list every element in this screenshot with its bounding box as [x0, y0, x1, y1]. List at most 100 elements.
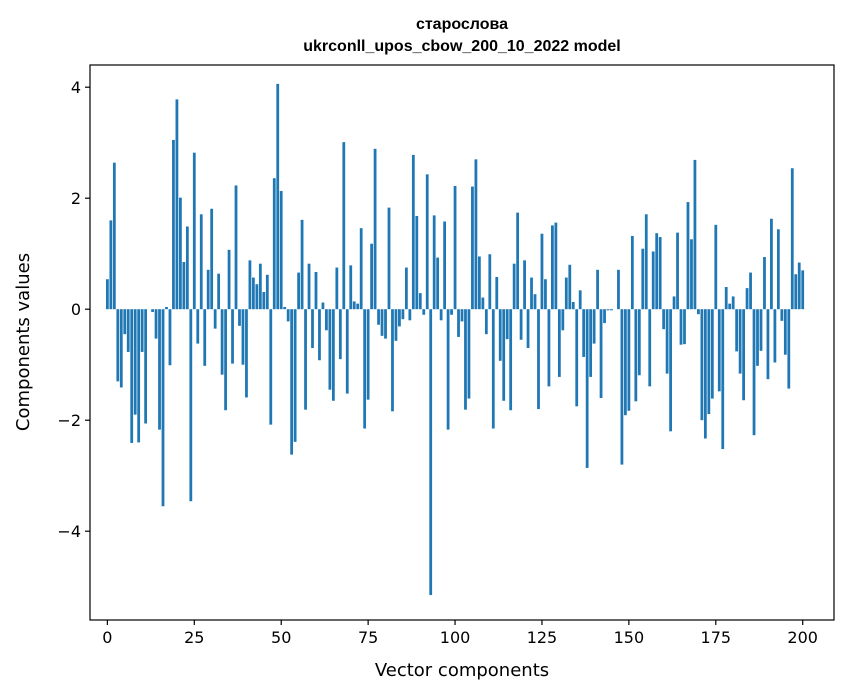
bar-11 — [144, 309, 148, 424]
bar-31 — [213, 309, 217, 329]
bar-110 — [488, 254, 492, 310]
bar-58 — [307, 263, 311, 310]
bar-44 — [258, 263, 262, 310]
bar-148 — [620, 309, 624, 465]
bar-96 — [439, 309, 443, 321]
bar-64 — [328, 309, 332, 390]
bar-47 — [269, 309, 273, 425]
bar-50 — [279, 190, 283, 310]
bar-33 — [220, 309, 224, 375]
bar-81 — [387, 207, 391, 310]
bar-74 — [363, 309, 367, 429]
bar-137 — [582, 309, 586, 357]
bar-22 — [182, 262, 186, 310]
bar-182 — [738, 309, 742, 374]
x-tick-label: 200 — [787, 628, 818, 647]
bar-134 — [571, 301, 575, 310]
bar-1 — [109, 220, 113, 310]
bar-30 — [210, 208, 214, 310]
bar-104 — [467, 309, 471, 399]
bar-111 — [491, 309, 495, 429]
bar-90 — [418, 293, 422, 310]
bar-161 — [665, 309, 669, 374]
bar-27 — [199, 214, 203, 310]
bar-109 — [484, 309, 488, 335]
bar-54 — [293, 309, 297, 442]
chart-title-line1: старослова — [416, 16, 508, 33]
bar-107 — [477, 256, 481, 310]
bar-173 — [707, 309, 711, 415]
x-tick-label: 25 — [184, 628, 204, 647]
bar-159 — [658, 237, 662, 310]
bar-100 — [453, 185, 457, 310]
bar-34 — [224, 309, 227, 411]
bar-86 — [404, 267, 408, 310]
bar-190 — [766, 309, 770, 380]
bar-95 — [436, 257, 440, 310]
bar-91 — [422, 309, 426, 315]
bar-32 — [217, 273, 221, 310]
plot-area-frame — [89, 64, 835, 621]
bar-200 — [801, 270, 805, 310]
bar-156 — [648, 309, 652, 387]
bar-18 — [168, 309, 172, 366]
bar-78 — [377, 309, 380, 325]
bar-139 — [589, 309, 593, 377]
bar-8 — [133, 309, 137, 415]
bar-138 — [585, 309, 589, 468]
bar-57 — [304, 309, 307, 410]
bar-179 — [728, 303, 732, 310]
bar-167 — [686, 202, 690, 310]
bar-168 — [690, 239, 693, 310]
bar-21 — [179, 197, 182, 310]
bar-6 — [126, 309, 130, 352]
bar-177 — [721, 309, 725, 450]
bar-4 — [119, 309, 123, 388]
bar-180 — [731, 296, 735, 310]
bar-56 — [300, 219, 304, 310]
bar-14 — [154, 309, 158, 339]
bar-45 — [262, 292, 266, 310]
bar-106 — [474, 159, 478, 310]
bar-99 — [450, 309, 453, 315]
bar-125 — [540, 233, 544, 310]
bar-192 — [773, 309, 777, 363]
bar-126 — [544, 279, 547, 310]
bar-62 — [321, 302, 325, 310]
bar-184 — [745, 288, 749, 310]
bar-174 — [710, 309, 714, 399]
x-axis-label: Vector components — [375, 660, 549, 681]
bar-80 — [384, 309, 387, 339]
bar-10 — [140, 309, 144, 352]
bar-46 — [265, 274, 269, 310]
bar-24 — [189, 309, 193, 502]
bar-143 — [603, 309, 606, 324]
bar-48 — [272, 178, 276, 310]
bar-127 — [547, 309, 551, 387]
chart-title-line2: ukrconll_upos_cbow_200_10_2022 model — [303, 38, 620, 55]
bar-112 — [495, 277, 499, 310]
x-tick-label: 100 — [440, 628, 471, 647]
bar-197 — [790, 168, 794, 310]
bar-43 — [255, 284, 259, 310]
bar-150 — [627, 309, 631, 411]
bar-176 — [717, 309, 721, 392]
bar-175 — [714, 224, 718, 310]
bar-89 — [415, 215, 419, 310]
bar-16 — [161, 309, 165, 507]
bar-114 — [502, 309, 506, 401]
bar-108 — [481, 297, 485, 310]
bar-98 — [446, 309, 450, 430]
bar-71 — [352, 301, 356, 310]
bar-199 — [797, 262, 801, 310]
bar-15 — [158, 309, 161, 430]
bar-186 — [752, 309, 756, 436]
bar-149 — [624, 309, 627, 416]
bar-92 — [425, 174, 429, 310]
bar-152 — [634, 309, 638, 402]
bar-181 — [735, 309, 739, 352]
bar-116 — [509, 309, 513, 411]
bar-141 — [596, 269, 599, 310]
bar-35 — [227, 249, 231, 310]
bar-42 — [252, 277, 255, 310]
